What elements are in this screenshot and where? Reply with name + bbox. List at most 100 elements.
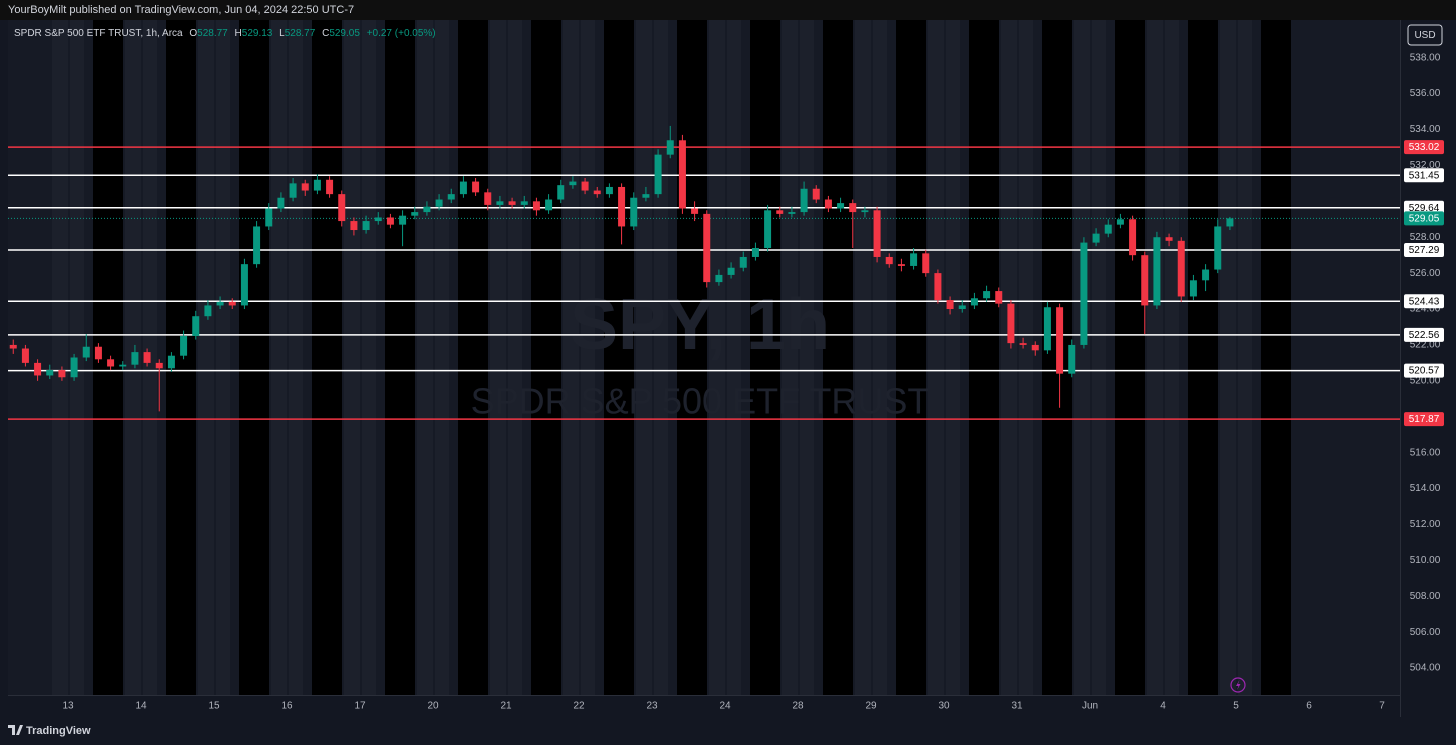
candle-body (399, 215, 407, 225)
alert-icon-bolt (1236, 680, 1241, 690)
candle-body (204, 305, 212, 317)
candle-body (350, 221, 358, 231)
candle-body (1177, 240, 1185, 297)
candle-body (216, 301, 224, 306)
candle-body (167, 355, 175, 369)
candle-body (107, 359, 115, 367)
candle-body (1129, 219, 1137, 256)
legend-label: C (322, 28, 329, 39)
session-band (1147, 20, 1163, 695)
candle-body (532, 201, 540, 211)
candle-body (983, 291, 991, 299)
candle-body (1007, 303, 1015, 344)
session-band (727, 20, 741, 695)
legend-label: H (235, 28, 242, 39)
candle-body (934, 273, 942, 301)
night-band (969, 20, 999, 695)
candle-body (605, 186, 613, 195)
y-tick-label: 520.00 (1410, 375, 1441, 386)
candle-body (192, 316, 200, 336)
candle-body (776, 210, 784, 214)
session-band (1074, 20, 1090, 695)
night-band (677, 20, 707, 695)
candle-body (678, 140, 686, 209)
legend-value: 528.77 (197, 28, 228, 39)
night-band (312, 20, 342, 695)
candle-body (9, 344, 17, 349)
session-band (636, 20, 652, 695)
header-bar (0, 0, 1456, 20)
candle-body (1031, 344, 1039, 351)
night-band (896, 20, 926, 695)
candle-body (520, 201, 528, 205)
session-band (490, 20, 506, 695)
candle-body (362, 221, 370, 231)
candle-body (180, 335, 188, 356)
candle-body (545, 199, 553, 211)
candle-body (508, 201, 516, 205)
candle-body (46, 370, 54, 376)
candle-body (484, 192, 492, 205)
y-tick-label: 536.00 (1410, 88, 1441, 99)
session-band (709, 20, 725, 695)
candle-body (958, 305, 966, 310)
candle-body (1019, 343, 1027, 345)
session-band (782, 20, 798, 695)
candle-body (739, 256, 747, 268)
candle-body (946, 300, 954, 310)
price-label-box (1404, 211, 1444, 226)
candle-body (1068, 344, 1076, 374)
candle-body (119, 364, 127, 367)
price-label: 517.87 (1409, 414, 1440, 425)
candle-body (240, 264, 248, 306)
candle-body (289, 183, 297, 198)
x-tick-label: 28 (792, 701, 804, 712)
session-band (271, 20, 287, 695)
candle-body (788, 212, 796, 214)
candle-body (837, 203, 845, 209)
session-band (1092, 20, 1106, 695)
candle-body (569, 181, 577, 186)
candle-body (1056, 307, 1064, 374)
price-label-box (1404, 412, 1444, 427)
currency-button[interactable] (1407, 24, 1443, 46)
footer-bar (0, 717, 1456, 745)
candle-body (910, 253, 918, 266)
x-tick-label: 22 (573, 701, 585, 712)
candle-body (338, 194, 346, 222)
x-tick-label: 31 (1011, 701, 1023, 712)
candle-body (459, 181, 467, 195)
night-band (1188, 20, 1218, 695)
price-label: 527.29 (1409, 245, 1440, 256)
watermark: SPY, 1h (570, 285, 830, 365)
candle-body (654, 154, 662, 195)
y-tick-label: 534.00 (1410, 124, 1441, 135)
x-tick-label: 20 (427, 701, 439, 712)
night-band (1115, 20, 1145, 695)
x-tick-label: 23 (646, 701, 658, 712)
session-band (216, 20, 230, 695)
alert-icon[interactable] (1230, 677, 1246, 693)
y-tick-label: 528.00 (1410, 232, 1441, 243)
legend-label: L (279, 28, 285, 39)
candle-body (435, 199, 443, 207)
currency-label: USD (1414, 30, 1435, 41)
candle-body (374, 217, 382, 222)
candle-body (764, 210, 772, 248)
candle-body (1202, 269, 1210, 281)
legend-label: O (189, 28, 197, 39)
candle-body (21, 348, 29, 363)
night-band (823, 20, 853, 695)
candle-body (618, 186, 626, 227)
candle-body (642, 194, 650, 198)
candle-body (253, 226, 261, 265)
price-label: 520.57 (1409, 366, 1440, 377)
candle-body (812, 188, 820, 200)
night-band (385, 20, 415, 695)
session-band (563, 20, 579, 695)
candle-body (970, 298, 978, 306)
x-tick-label: 6 (1306, 701, 1312, 712)
session-band (362, 20, 376, 695)
candle-body (313, 179, 321, 191)
